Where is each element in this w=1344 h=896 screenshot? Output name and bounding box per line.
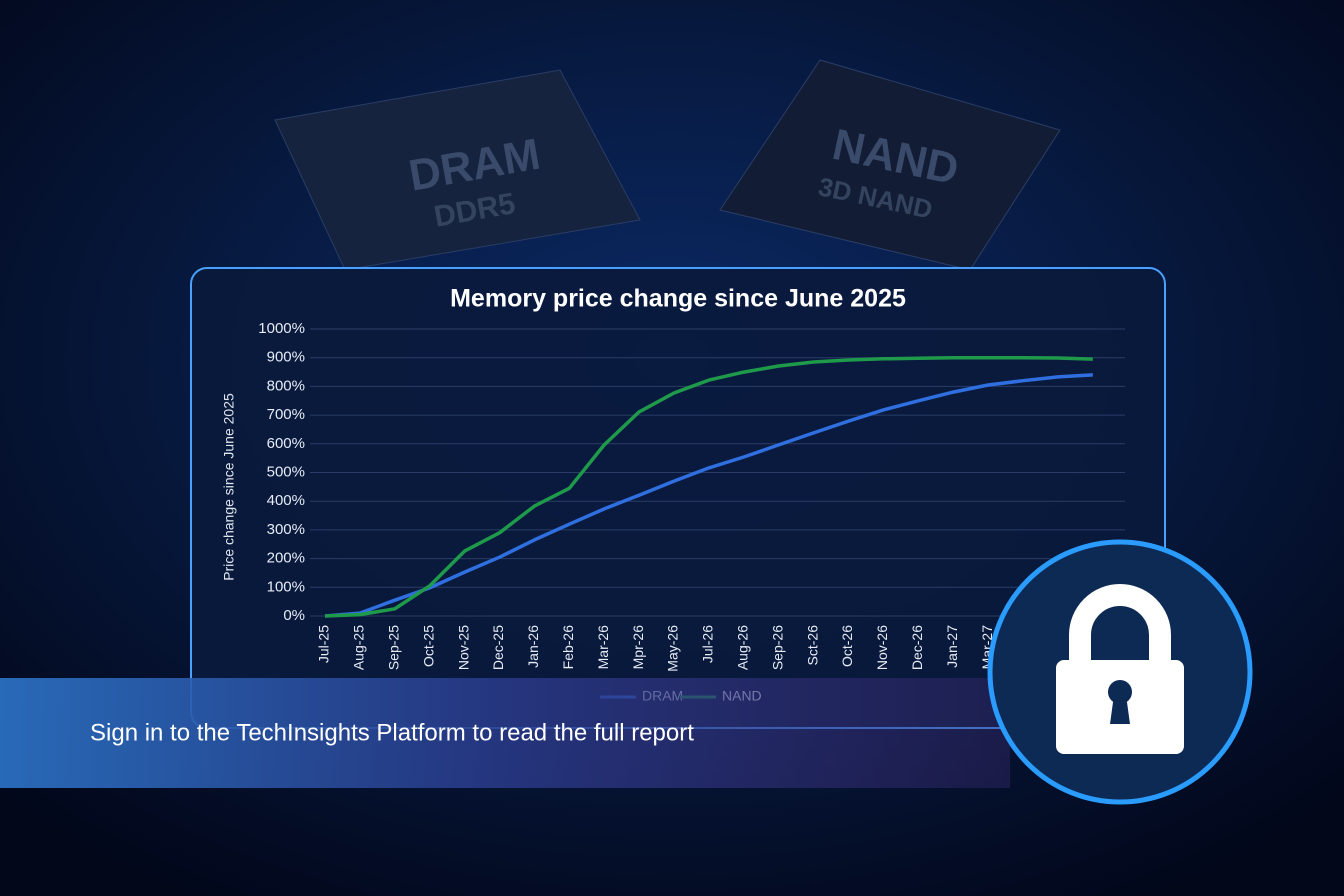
banner [0,678,1010,788]
y-tick-label: 100% [267,578,305,595]
x-tick-label: Dec-25 [490,625,506,670]
x-tick-label: Sct-26 [804,625,820,666]
lock-badge [987,539,1253,805]
y-tick-label: 200% [267,550,305,567]
x-tick-label: Nov-26 [874,625,890,670]
x-tick-label: Mar-26 [595,625,611,670]
x-tick-label: Aug-25 [351,625,367,670]
y-tick-label: 500% [267,463,305,480]
x-tick-label: Nov-25 [455,625,471,670]
chip [719,59,1061,271]
y-tick-label: 1000% [258,320,305,337]
x-tick-label: Sep-25 [386,625,402,670]
chart-title: Memory price change since June 2025 [450,285,906,313]
x-tick-label: Sep-26 [769,625,785,670]
x-tick-label: Dec-26 [909,625,925,670]
x-tick-label: Jan-26 [525,625,541,668]
x-tick-label: Feb-26 [560,625,576,670]
chips: DRAM DDR5 NAND 3D NAND [274,59,1061,271]
line-series [324,355,1093,618]
x-tick-label: Jul-25 [316,625,332,663]
y-tick-label: 600% [267,435,305,452]
y-tick-label: 400% [267,492,305,509]
x-tick-label: Mpr-26 [630,625,646,670]
banner-text[interactable]: Sign in to the TechInsights Platform to … [90,719,694,746]
x-tick-label: Jul-26 [700,625,716,663]
y-tick-label: 900% [267,349,305,366]
x-tick-label: Oct-25 [420,625,436,667]
y-axis-label: Price change since June 2025 [221,393,237,581]
x-tick-label: Jan-27 [944,625,960,668]
plot: 0% 100% 200% 300% 400% 500% 600% 700% 800% 900% 10… [258,320,1125,704]
y-tick-label: 800% [267,377,305,394]
lock-shackle [1069,584,1171,668]
y-tick-label: 300% [267,521,305,538]
keyhole [1110,695,1130,724]
x-tick-label: May-26 [665,625,681,672]
x-tick-label: Aug-26 [735,625,751,670]
line-series [324,373,1093,618]
x-tick-label: Oct-26 [839,625,855,667]
y-tick-label: 0% [283,607,305,624]
chip [274,69,641,271]
y-tick-label: 700% [267,406,305,423]
